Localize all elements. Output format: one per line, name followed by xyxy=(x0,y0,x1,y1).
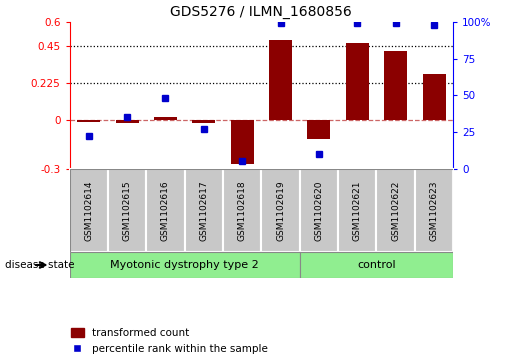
FancyBboxPatch shape xyxy=(376,169,415,252)
Text: GSM1102618: GSM1102618 xyxy=(238,180,247,241)
FancyBboxPatch shape xyxy=(184,169,223,252)
FancyBboxPatch shape xyxy=(70,252,300,278)
FancyBboxPatch shape xyxy=(70,169,108,252)
Bar xyxy=(77,120,100,122)
FancyBboxPatch shape xyxy=(415,169,453,252)
Text: Myotonic dystrophy type 2: Myotonic dystrophy type 2 xyxy=(110,260,259,270)
FancyBboxPatch shape xyxy=(223,169,261,252)
Text: control: control xyxy=(357,260,396,270)
Bar xyxy=(192,120,215,123)
Bar xyxy=(269,40,292,120)
Title: GDS5276 / ILMN_1680856: GDS5276 / ILMN_1680856 xyxy=(170,5,352,19)
Text: GSM1102615: GSM1102615 xyxy=(123,180,131,241)
Bar xyxy=(422,74,445,120)
Bar xyxy=(346,43,369,120)
FancyBboxPatch shape xyxy=(338,169,376,252)
FancyBboxPatch shape xyxy=(108,169,146,252)
Text: GSM1102620: GSM1102620 xyxy=(315,180,323,241)
Legend: transformed count, percentile rank within the sample: transformed count, percentile rank withi… xyxy=(67,324,272,358)
FancyBboxPatch shape xyxy=(261,169,300,252)
Text: GSM1102619: GSM1102619 xyxy=(276,180,285,241)
Bar xyxy=(115,120,139,123)
Text: GSM1102616: GSM1102616 xyxy=(161,180,170,241)
Bar xyxy=(231,120,254,164)
Bar xyxy=(307,120,331,139)
Bar xyxy=(154,117,177,120)
Text: disease state: disease state xyxy=(5,260,75,270)
Text: GSM1102617: GSM1102617 xyxy=(199,180,208,241)
FancyBboxPatch shape xyxy=(146,169,184,252)
Bar xyxy=(384,51,407,120)
Text: GSM1102622: GSM1102622 xyxy=(391,180,400,241)
Text: GSM1102621: GSM1102621 xyxy=(353,180,362,241)
Text: GSM1102623: GSM1102623 xyxy=(430,180,438,241)
FancyBboxPatch shape xyxy=(300,169,338,252)
Text: GSM1102614: GSM1102614 xyxy=(84,180,93,241)
FancyBboxPatch shape xyxy=(300,252,453,278)
